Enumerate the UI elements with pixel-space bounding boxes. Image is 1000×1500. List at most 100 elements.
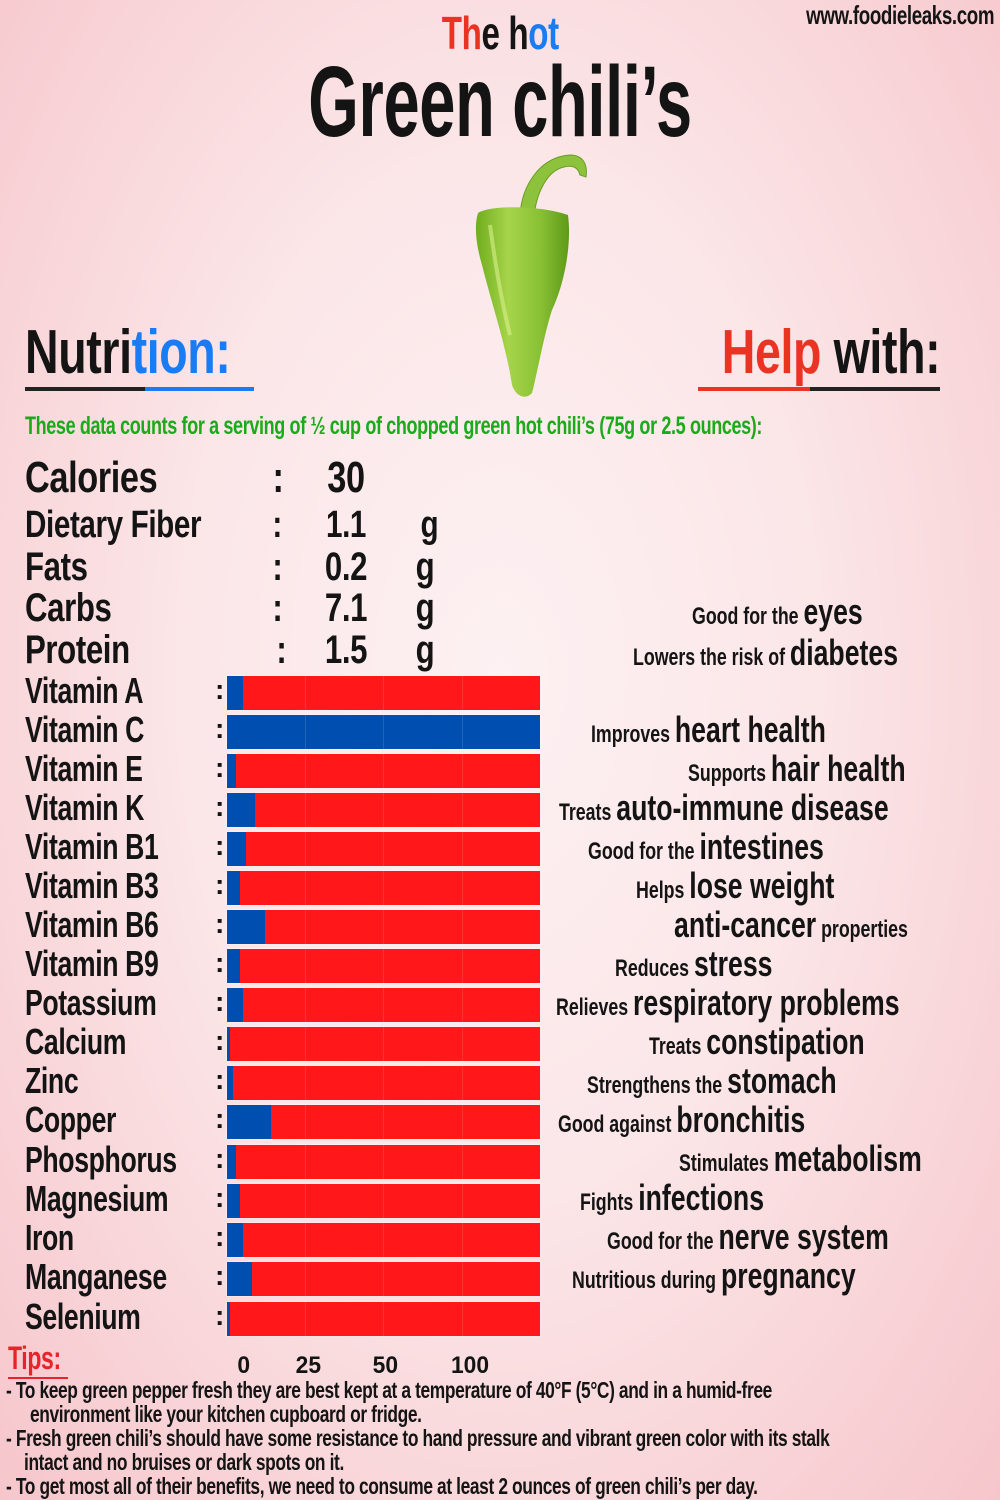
nutrient-bar-fill: [227, 1066, 234, 1100]
help-heading-part-1: Help: [721, 318, 822, 387]
nutrient-colon: :: [215, 1143, 225, 1174]
gridline: [383, 1145, 384, 1179]
macro-colon: :: [272, 586, 283, 630]
help-with-heading: Help with:: [649, 318, 941, 388]
macro-row-protein: Protein : 1.5 g: [25, 628, 725, 672]
nutrient-bar-track: [227, 1145, 540, 1179]
gridline: [383, 1066, 384, 1100]
nutrient-bar-track: [227, 793, 540, 827]
macro-label: Fats: [25, 545, 88, 589]
nutrient-colon: :: [215, 986, 225, 1017]
website-url: www.foodieleaks.com: [805, 0, 994, 30]
help-heading-part-2: with:: [820, 318, 940, 387]
macro-unit: g: [415, 628, 435, 672]
nutrient-label: Iron: [25, 1217, 74, 1258]
nutrient-colon: :: [215, 791, 225, 822]
gridline: [383, 871, 384, 905]
gridline: [383, 1105, 384, 1139]
benefit-prefix: Improves: [591, 721, 675, 748]
nutrient-row-iron: Iron:: [25, 1219, 565, 1257]
nutrient-bar-fill: [227, 1105, 271, 1139]
nutrient-label: Phosphorus: [25, 1139, 177, 1180]
nutrient-bar-fill: [227, 1302, 231, 1336]
benefit-highlight: metabolism: [773, 1138, 922, 1179]
serving-note: These data counts for a serving of ½ cup…: [25, 412, 763, 440]
benefit-highlight: nerve system: [718, 1216, 889, 1257]
gridline: [462, 871, 463, 905]
axis-tick-100: 100: [451, 1352, 490, 1379]
benefit-item: Treats auto-immune disease: [559, 790, 889, 831]
nutrient-label: Vitamin B6: [25, 904, 159, 945]
benefit-item: Reduces stress: [615, 946, 772, 987]
benefit-item: Good for the nerve system: [607, 1219, 889, 1260]
nutrient-label: Manganese: [25, 1256, 167, 1297]
gridline: [462, 1184, 463, 1218]
benefit-item: Fights infections: [580, 1180, 764, 1221]
macro-unit: g: [420, 504, 439, 546]
macro-value: 30: [327, 453, 365, 502]
benefit-prefix: Nutritious during: [572, 1267, 721, 1294]
axis-tick-0: 0: [237, 1352, 251, 1379]
benefit-prefix: Stimulates: [679, 1150, 774, 1177]
macro-colon: :: [272, 504, 282, 546]
nutrient-bar-track: [227, 1223, 540, 1257]
nutrition-heading-part-2: tion:: [131, 318, 231, 387]
benefit-item: anti-cancer properties: [674, 907, 908, 948]
benefit-prefix: Good for the: [607, 1228, 719, 1255]
benefit-prefix: Good against: [558, 1111, 677, 1138]
nutrient-bar-fill: [227, 1184, 240, 1218]
macro-value: 1.5: [324, 628, 368, 672]
gridline: [462, 676, 463, 710]
nutrient-bar-fill: [227, 871, 240, 905]
nutrient-bar-fill: [227, 988, 243, 1022]
nutrient-bar-track: [227, 715, 540, 749]
benefit-highlight: diabetes: [789, 632, 899, 673]
nutrient-row-vitamin-b1: Vitamin B1:: [25, 828, 565, 866]
gridline: [383, 1262, 384, 1296]
gridline: [462, 1223, 463, 1257]
gridline: [305, 793, 306, 827]
gridline: [305, 871, 306, 905]
page-title-text: Green chili’s: [308, 46, 692, 158]
gridline: [383, 910, 384, 944]
benefit-prefix: Good for the: [588, 838, 700, 865]
benefit-item: Lowers the risk of diabetes: [633, 635, 898, 676]
benefit-prefix: Lowers the risk of: [633, 644, 790, 671]
macro-label: Carbs: [25, 586, 112, 630]
benefit-item: Good for the intestines: [588, 829, 824, 870]
nutrient-label: Magnesium: [25, 1178, 169, 1219]
nutrient-bar-fill: [227, 1223, 243, 1257]
nutrient-bar-track: [227, 832, 540, 866]
benefit-prefix: Fights: [580, 1189, 639, 1216]
nutrient-label: Vitamin E: [25, 748, 143, 789]
benefit-suffix: properties: [816, 916, 908, 943]
gridline: [383, 715, 384, 749]
macro-label: Calories: [25, 453, 158, 502]
nutrient-row-vitamin-k: Vitamin K:: [25, 789, 565, 827]
nutrient-label: Vitamin B3: [25, 865, 159, 906]
benefit-item: Strengthens the stomach: [587, 1063, 837, 1104]
benefit-prefix: Relieves: [556, 994, 634, 1021]
nutrient-row-vitamin-b6: Vitamin B6:: [25, 906, 565, 944]
benefit-prefix: Good for the: [692, 603, 804, 630]
benefit-prefix: Reduces: [615, 955, 694, 982]
macro-row-dietary-fiber: Dietary Fiber : 1.1 g: [25, 503, 725, 547]
gridline: [383, 793, 384, 827]
tips-underline: [8, 1377, 68, 1379]
gridline: [462, 910, 463, 944]
gridline: [383, 1302, 384, 1336]
nutrient-colon: :: [215, 830, 225, 861]
nutrient-bar-fill: [227, 910, 265, 944]
nutrient-colon: :: [215, 947, 225, 978]
nutrient-colon: :: [215, 1182, 225, 1213]
benefit-highlight: intestines: [699, 826, 824, 867]
macro-label: Protein: [25, 628, 130, 672]
nutrient-row-vitamin-b3: Vitamin B3:: [25, 867, 565, 905]
benefit-prefix: Strengthens the: [587, 1072, 728, 1099]
gridline: [305, 1027, 306, 1061]
benefit-highlight: lose weight: [689, 865, 835, 906]
nutrition-heading: Nutrition:: [25, 318, 299, 388]
gridline: [305, 1105, 306, 1139]
nutrition-underline-blue: [145, 387, 254, 391]
benefit-prefix: Supports: [688, 760, 771, 787]
